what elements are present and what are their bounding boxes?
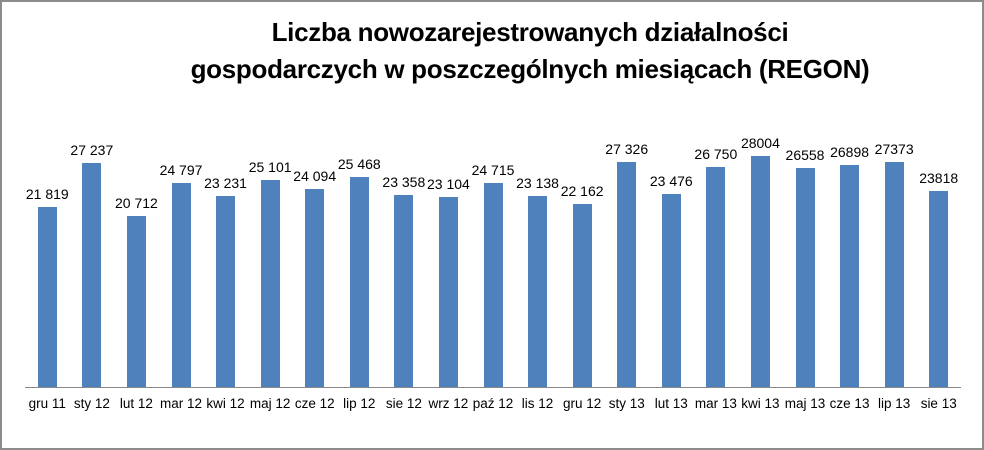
bar-value-label: 27 326 xyxy=(605,141,649,157)
bar xyxy=(661,194,681,387)
bar-value-label: 26558 xyxy=(785,147,825,163)
x-axis-label: sie 13 xyxy=(920,396,957,411)
bar-value-label: 28004 xyxy=(740,135,780,151)
chart-title: Liczba nowozarejestrowanych działalności… xyxy=(78,14,982,88)
bar-value-label: 24 797 xyxy=(159,162,203,178)
bar xyxy=(171,183,191,387)
bar xyxy=(528,196,548,387)
x-axis-label: cze 12 xyxy=(294,396,335,411)
bar-value-label: 27 237 xyxy=(70,142,114,158)
bar-value-label: 23 231 xyxy=(204,175,247,191)
bar-value-label: 20 712 xyxy=(115,195,158,211)
bar xyxy=(37,207,57,387)
bar xyxy=(884,162,904,387)
bar xyxy=(394,195,414,387)
bar-value-label: 27373 xyxy=(874,141,914,157)
bar xyxy=(260,180,280,387)
x-axis-label: lip 12 xyxy=(343,396,376,411)
bar xyxy=(795,168,815,387)
bar-value-label: 24 094 xyxy=(293,168,337,184)
bar-value-label: 23 104 xyxy=(427,176,470,192)
chart-title-line-2: gospodarczych w poszczególnych miesiącac… xyxy=(190,54,870,84)
x-axis-label: mar 12 xyxy=(159,396,203,411)
x-axis-label: lut 13 xyxy=(654,396,688,411)
bar xyxy=(929,191,949,387)
bar-value-label: 23 138 xyxy=(516,175,559,191)
bar xyxy=(483,183,503,387)
x-axis-line xyxy=(25,387,961,388)
x-axis-label: lut 12 xyxy=(119,396,153,411)
bar-value-label: 25 468 xyxy=(337,156,381,172)
x-axis-label: kwi 12 xyxy=(206,396,245,411)
x-axis-label: mar 13 xyxy=(694,396,737,411)
bar xyxy=(572,204,592,387)
chart-title-line-1: Liczba nowozarejestrowanych działalności xyxy=(271,17,789,47)
bar-value-label: 26898 xyxy=(830,144,870,160)
bar-value-label: 26 750 xyxy=(694,146,738,162)
bar-value-label: 24 715 xyxy=(471,162,515,178)
bar xyxy=(216,196,236,387)
bar-value-label: 23818 xyxy=(919,170,959,186)
bar-value-label: 21 819 xyxy=(25,186,69,202)
x-axis-label: maj 12 xyxy=(249,396,291,411)
bar-value-label: 22 162 xyxy=(560,183,604,199)
bar xyxy=(126,216,146,387)
bar xyxy=(438,197,458,387)
x-axis-label: cze 13 xyxy=(829,396,870,411)
bar xyxy=(349,177,369,387)
x-axis-label: sie 12 xyxy=(385,396,422,411)
bar-value-label: 23 358 xyxy=(382,174,426,190)
x-axis-label: wrz 12 xyxy=(428,396,469,411)
bar-value-label: 23 476 xyxy=(649,173,693,189)
x-axis-label: kwi 13 xyxy=(741,396,780,411)
bar xyxy=(706,167,726,387)
x-axis-label: paź 12 xyxy=(472,396,514,411)
bar xyxy=(750,156,770,387)
x-axis-label: maj 13 xyxy=(784,396,826,411)
bar-value-label: 25 101 xyxy=(248,159,292,175)
x-axis-label: gru 12 xyxy=(563,396,602,411)
bar xyxy=(840,165,860,387)
x-axis-label: sty 13 xyxy=(608,396,645,411)
x-axis-label: gru 11 xyxy=(28,396,66,411)
x-axis-label: lip 13 xyxy=(878,396,911,411)
x-axis-label: sty 12 xyxy=(73,396,110,411)
bar xyxy=(617,162,637,387)
x-axis-label: lis 12 xyxy=(521,396,554,411)
bar xyxy=(305,189,325,387)
bar xyxy=(82,163,102,387)
